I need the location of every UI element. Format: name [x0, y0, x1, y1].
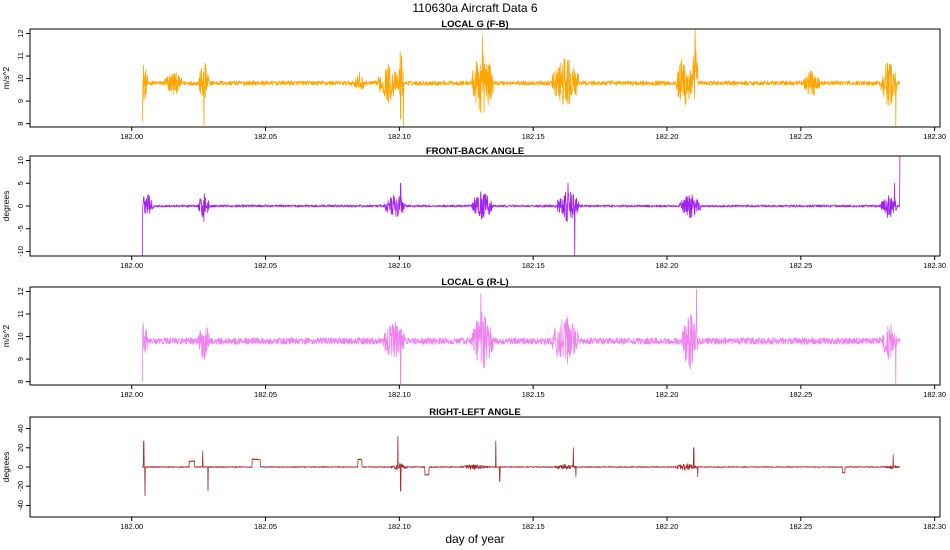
series-line: [142, 29, 901, 128]
x-tick-label: 182.20: [656, 132, 679, 141]
x-tick-label: 182.00: [120, 261, 143, 270]
x-tick-label: 182.20: [656, 522, 679, 531]
y-axis-label: m/s^2: [1, 325, 11, 348]
x-tick-label: 182.25: [789, 132, 812, 141]
y-axis-label: degrees: [1, 452, 11, 483]
panels: LOCAL G (F-B) m/s^2 182.00 182.05 182.10 182.…: [1, 19, 946, 531]
figure-title: 110630a Aircraft Data 6: [412, 1, 538, 15]
y-tick-label: -10: [16, 246, 25, 257]
x-tick-label: 182.20: [656, 390, 679, 399]
panel-4: RIGHT-LEFT ANGLE degrees 182.00 182.05 182.1…: [1, 407, 946, 531]
x-tick-label: 182.10: [388, 522, 411, 531]
x-tick-label: 182.05: [254, 390, 277, 399]
y-tick-label: 9: [16, 99, 25, 103]
x-tick-label: 182.30: [923, 132, 946, 141]
x-tick-label: 182.30: [923, 522, 946, 531]
x-tick-label: 182.00: [120, 132, 143, 141]
series-line: [142, 435, 901, 497]
panel-title: FRONT-BACK ANGLE: [426, 146, 524, 157]
plot-frame: [29, 28, 941, 128]
x-tick-label: 182.15: [522, 261, 545, 270]
y-tick-label: 11: [16, 52, 25, 60]
y-tick-label: -20: [16, 481, 25, 492]
y-tick-label: 10: [16, 332, 25, 340]
x-tick-label: 182.15: [522, 390, 545, 399]
y-tick-label: 12: [16, 29, 25, 37]
x-tick-label: 182.30: [923, 261, 946, 270]
y-tick-label: 0: [16, 204, 25, 208]
y-tick-label: 12: [16, 287, 25, 295]
series-line: [142, 288, 901, 385]
series-line: [142, 155, 901, 257]
y-tick-label: 10: [16, 156, 25, 164]
y-tick-label: 11: [16, 310, 25, 318]
x-tick-label: 182.15: [522, 132, 545, 141]
panel-2: FRONT-BACK ANGLE degrees 182.00 182.05 182.1…: [1, 146, 946, 270]
x-tick-label: 182.10: [388, 261, 411, 270]
x-tick-label: 182.10: [388, 390, 411, 399]
x-tick-label: 182.05: [254, 261, 277, 270]
y-tick-label: 0: [16, 465, 25, 469]
x-tick-label: 182.05: [254, 522, 277, 531]
y-tick-label: 40: [16, 424, 25, 432]
y-tick-label: -40: [16, 500, 25, 511]
x-tick-label: 182.00: [120, 522, 143, 531]
panel-title: LOCAL G (R-L): [441, 277, 508, 288]
y-axis-label: m/s^2: [1, 67, 11, 90]
x-tick-label: 182.20: [656, 261, 679, 270]
panel-3: LOCAL G (R-L) m/s^2 182.00 182.05 182.10 182.…: [1, 277, 946, 399]
x-tick-label: 182.30: [923, 390, 946, 399]
figure-xlabel: day of year: [445, 532, 504, 546]
x-tick-label: 182.15: [522, 522, 545, 531]
panel-title: RIGHT-LEFT ANGLE: [429, 407, 520, 418]
x-tick-label: 182.05: [254, 132, 277, 141]
y-tick-label: -5: [16, 225, 25, 232]
panel-1: LOCAL G (F-B) m/s^2 182.00 182.05 182.10 182.…: [1, 19, 946, 141]
y-tick-label: 10: [16, 74, 25, 82]
x-tick-label: 182.25: [789, 522, 812, 531]
panel-title: LOCAL G (F-B): [441, 19, 508, 30]
y-tick-label: 20: [16, 444, 25, 452]
x-tick-label: 182.00: [120, 390, 143, 399]
y-tick-label: 8: [16, 380, 25, 384]
x-tick-label: 182.10: [388, 132, 411, 141]
x-tick-label: 182.25: [789, 261, 812, 270]
y-tick-label: 9: [16, 357, 25, 361]
y-axis-label: degrees: [1, 191, 11, 222]
plot-frame: [29, 286, 941, 386]
y-tick-label: 5: [16, 181, 25, 185]
y-tick-label: 8: [16, 122, 25, 126]
x-tick-label: 182.25: [789, 390, 812, 399]
